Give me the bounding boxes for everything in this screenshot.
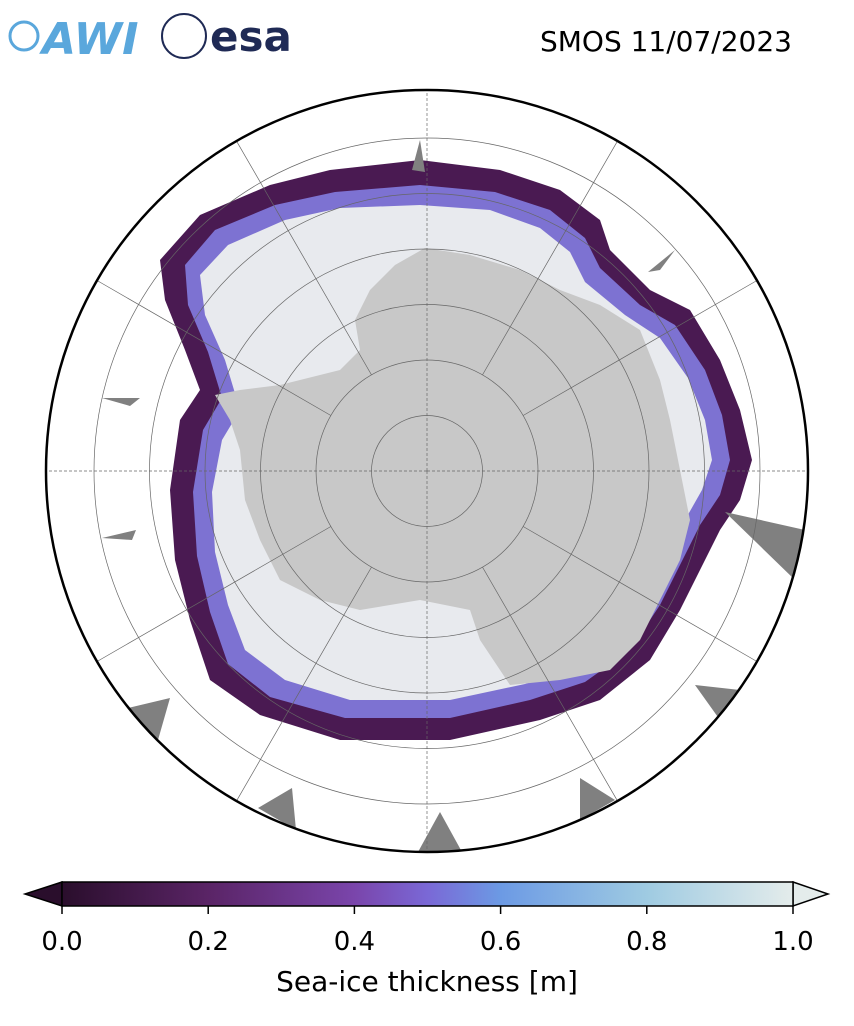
meridian: [482, 566, 618, 802]
map-title: SMOS 11/07/2023: [540, 25, 792, 58]
map-frame: [44, 88, 810, 854]
colorbar-tick-label: 0.0: [41, 927, 82, 957]
colorbar-scale: [61, 881, 794, 907]
esa-logo: esa: [161, 12, 292, 61]
colorbar-tick-label: 1.0: [772, 927, 813, 957]
land-patches: [102, 140, 805, 852]
meridian: [96, 526, 332, 662]
colorbar-tick-label: 0.6: [480, 927, 521, 957]
colorbar-tick-label: 0.8: [626, 927, 667, 957]
logo-text: esa: [210, 12, 292, 61]
meridian: [236, 566, 372, 802]
awi-logo: AWI: [8, 14, 139, 65]
logo-text: AWI: [39, 14, 139, 65]
map: [46, 90, 808, 852]
meridian: [522, 526, 758, 662]
colorbar: 0.0 0.2 0.4 0.6 0.8 1.0: [22, 880, 831, 957]
colorbar-tick-label: 0.2: [188, 927, 229, 957]
colorbar-tick-label: 0.4: [334, 927, 375, 957]
graticule: [46, 90, 808, 852]
meridian: [522, 280, 758, 416]
colorbar-extend-high: [792, 880, 831, 908]
antarctica: [215, 248, 690, 685]
meridian: [482, 140, 618, 376]
colorbar-label: Sea-ice thickness [m]: [276, 965, 578, 998]
colorbar-extend-low: [22, 880, 63, 908]
meridian: [96, 280, 332, 416]
meridian: [236, 140, 372, 376]
